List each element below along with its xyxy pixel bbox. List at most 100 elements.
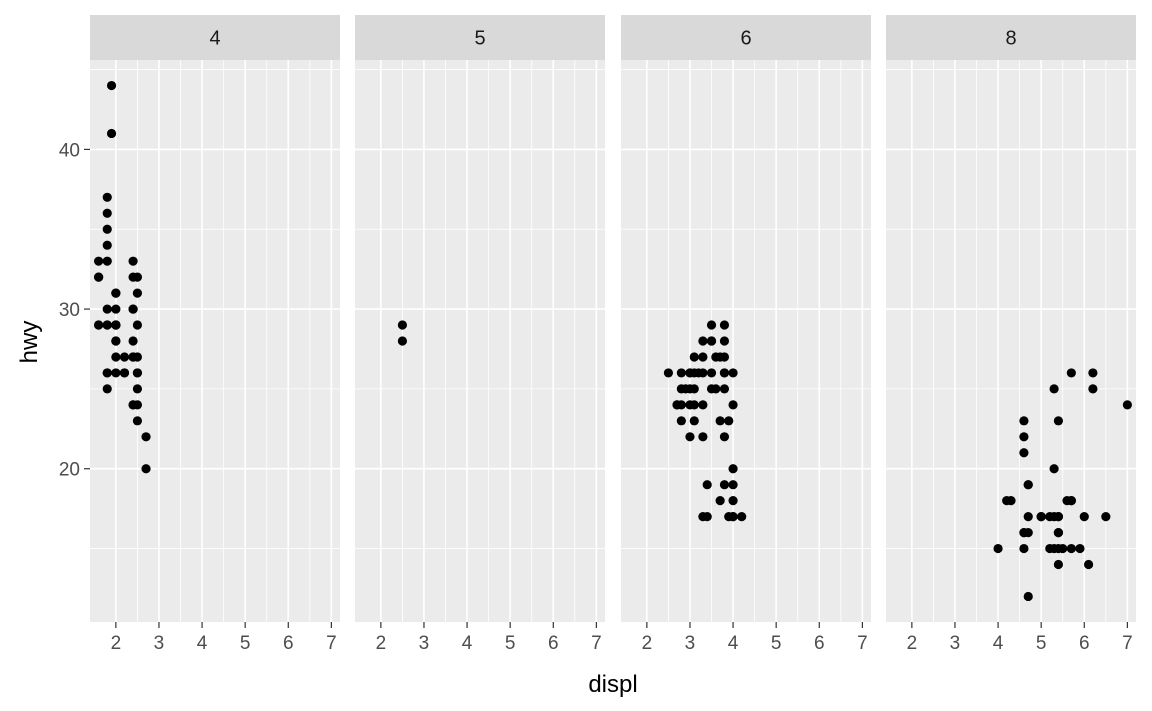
facet-panels: 4 2 3 4 5 6 7 5 2 3 4 5 6 7 6 2 3 4 5 6 7 8 2 3 4 5 6 7 xyxy=(90,15,1136,654)
data-point xyxy=(397,336,408,346)
data-point xyxy=(1079,512,1089,522)
data-point xyxy=(1088,368,1098,378)
data-point xyxy=(1053,527,1064,538)
data-point xyxy=(119,368,130,378)
data-point xyxy=(1019,448,1029,458)
data-point xyxy=(1045,512,1055,522)
data-point xyxy=(719,432,730,442)
data-point xyxy=(1058,543,1068,554)
data-point xyxy=(728,512,738,522)
data-point xyxy=(1049,384,1059,394)
data-point xyxy=(693,368,704,378)
data-point xyxy=(106,128,117,139)
data-point xyxy=(715,416,725,426)
data-point xyxy=(132,320,143,330)
x-tick-label: 6 xyxy=(1079,633,1090,654)
y-axis-title: hwy xyxy=(16,321,43,364)
data-point xyxy=(102,384,112,394)
data-point xyxy=(94,272,104,282)
data-point xyxy=(1053,512,1064,522)
panel-background xyxy=(355,60,605,622)
data-point xyxy=(1075,543,1085,554)
data-point xyxy=(111,352,121,362)
data-point xyxy=(1019,416,1029,426)
facet-strip xyxy=(621,15,871,60)
x-tick-label: 7 xyxy=(857,633,868,654)
facet-panel-5: 5 2 3 4 5 6 7 xyxy=(355,15,605,654)
y-tick-label: 40 xyxy=(59,140,80,161)
data-point xyxy=(685,368,695,378)
x-tick-label: 4 xyxy=(993,633,1004,654)
data-point xyxy=(1066,543,1076,554)
data-point xyxy=(719,368,730,378)
data-point xyxy=(132,288,143,298)
data-point xyxy=(711,352,721,362)
data-point xyxy=(132,272,143,282)
data-point xyxy=(132,416,143,426)
data-point xyxy=(1088,384,1098,394)
data-point xyxy=(132,368,143,378)
data-point xyxy=(1066,496,1076,506)
facet-panel-8: 8 2 3 4 5 6 7 xyxy=(886,15,1136,654)
x-tick-label: 2 xyxy=(376,633,387,654)
x-tick-label: 3 xyxy=(685,633,696,654)
data-point xyxy=(685,432,695,442)
data-point xyxy=(1023,512,1033,522)
x-tick-label: 4 xyxy=(728,633,739,654)
x-tick-label: 4 xyxy=(462,633,473,654)
data-point xyxy=(672,400,682,410)
data-point xyxy=(689,352,699,362)
x-tick-label: 3 xyxy=(154,633,165,654)
data-point xyxy=(698,432,708,442)
data-point xyxy=(728,368,738,378)
data-point xyxy=(702,480,712,490)
data-point xyxy=(719,336,730,346)
data-point xyxy=(102,192,112,202)
data-point xyxy=(102,304,112,314)
x-tick-label: 6 xyxy=(548,633,559,654)
x-tick-label: 7 xyxy=(326,633,337,654)
data-point xyxy=(132,352,143,362)
facet-strip-label: 4 xyxy=(209,28,220,50)
data-point xyxy=(111,320,121,330)
data-point xyxy=(397,320,408,330)
data-point xyxy=(737,512,747,522)
data-point xyxy=(724,416,734,426)
data-point xyxy=(728,480,738,490)
x-tick-label: 5 xyxy=(505,633,516,654)
data-point xyxy=(128,256,138,266)
data-point xyxy=(993,543,1003,554)
data-point xyxy=(1036,512,1046,522)
data-point xyxy=(128,304,138,314)
data-point xyxy=(1023,480,1033,490)
data-point xyxy=(728,464,738,474)
x-tick-label: 5 xyxy=(1036,633,1047,654)
data-point xyxy=(94,256,104,266)
y-axis: 20 30 40 xyxy=(59,140,90,481)
data-point xyxy=(719,384,730,394)
x-tick-label: 2 xyxy=(111,633,122,654)
data-point xyxy=(1066,368,1076,378)
data-point xyxy=(728,400,738,410)
data-point xyxy=(706,368,717,378)
facet-strip xyxy=(886,15,1136,60)
data-point xyxy=(698,352,708,362)
data-point xyxy=(111,304,121,314)
panel-background xyxy=(90,60,340,622)
data-point xyxy=(128,336,138,346)
x-tick-label: 2 xyxy=(642,633,653,654)
data-point xyxy=(1045,543,1055,554)
x-axis-title: displ xyxy=(588,671,637,698)
data-point xyxy=(1019,543,1029,554)
facet-panel-4: 4 2 3 4 5 6 7 xyxy=(90,15,340,654)
data-point xyxy=(689,400,699,410)
x-tick-label: 4 xyxy=(197,633,208,654)
data-point xyxy=(132,400,143,410)
data-point xyxy=(681,384,691,394)
data-point xyxy=(1049,464,1059,474)
facet-strip xyxy=(90,15,340,60)
x-tick-label: 5 xyxy=(240,633,251,654)
data-point xyxy=(719,320,730,330)
x-tick-label: 6 xyxy=(814,633,825,654)
facet-strip-label: 5 xyxy=(474,28,485,50)
